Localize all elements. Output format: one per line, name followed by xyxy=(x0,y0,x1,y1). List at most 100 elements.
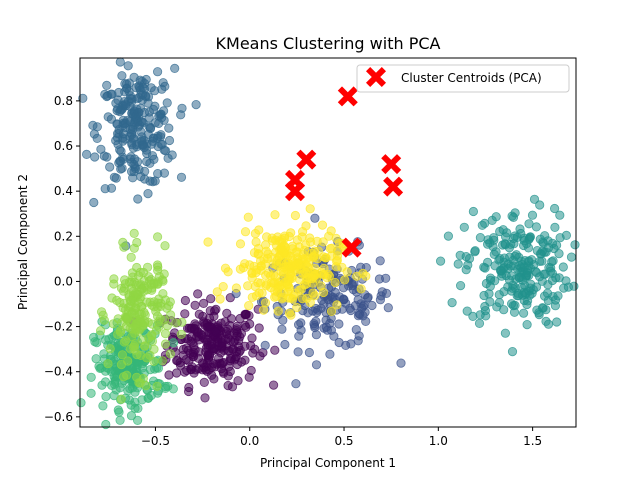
scatter-point-cluster-5 xyxy=(129,228,139,238)
scatter-point-cluster-5 xyxy=(147,330,157,340)
scatter-point-cluster-3 xyxy=(499,305,509,315)
scatter-point-cluster-3 xyxy=(522,319,532,330)
scatter-point-cluster-3 xyxy=(549,203,560,214)
scatter-point-cluster-0 xyxy=(245,319,255,329)
scatter-point-cluster-5 xyxy=(123,306,134,316)
scatter-point-cluster-6 xyxy=(318,237,328,247)
scatter-point-cluster-5 xyxy=(123,356,133,366)
scatter-point-cluster-5 xyxy=(109,274,119,284)
centroid-marker xyxy=(381,154,402,175)
scatter-point-cluster-0 xyxy=(185,348,195,358)
scatter-point-cluster-2 xyxy=(147,139,157,149)
scatter-point-cluster-3 xyxy=(481,278,491,289)
scatter-point-cluster-3 xyxy=(480,305,490,316)
scatter-point-cluster-4 xyxy=(133,403,143,413)
scatter-point-cluster-2 xyxy=(121,101,131,111)
scatter-point-cluster-5 xyxy=(105,344,115,354)
scatter-point-cluster-2 xyxy=(164,135,175,146)
scatter-point-cluster-6 xyxy=(235,239,246,249)
scatter-point-cluster-2 xyxy=(127,166,137,177)
scatter-point-cluster-1 xyxy=(341,340,351,350)
plot-area-frame xyxy=(79,57,577,428)
scatter-point-cluster-3 xyxy=(566,252,577,262)
y-axis-ticks: −0.6 −0.4 −0.2 0.0 0.2 0.4 0.6 0.8 xyxy=(44,94,80,424)
scatter-point-cluster-5 xyxy=(149,344,159,354)
scatter-point-cluster-3 xyxy=(501,270,511,281)
scatter-point-cluster-6 xyxy=(295,275,305,285)
scatter-point-cluster-6 xyxy=(220,263,231,273)
scatter-point-cluster-2 xyxy=(139,84,150,94)
scatter-point-cluster-0 xyxy=(240,309,250,319)
scatter-point-cluster-3 xyxy=(550,222,560,232)
scatter-point-cluster-3 xyxy=(552,317,562,327)
scatter-point-cluster-5 xyxy=(118,286,129,296)
scatter-point-cluster-3 xyxy=(468,311,478,321)
scatter-point-cluster-2 xyxy=(124,86,134,97)
scatter-point-cluster-4 xyxy=(90,337,100,347)
scatter-point-cluster-5 xyxy=(117,350,128,360)
scatter-point-cluster-6 xyxy=(316,281,326,291)
scatter-point-cluster-5 xyxy=(153,302,163,312)
scatter-point-cluster-0 xyxy=(220,317,230,327)
scatter-point-cluster-1 xyxy=(303,308,313,318)
scatter-point-cluster-3 xyxy=(470,246,480,256)
scatter-point-cluster-3 xyxy=(531,222,542,232)
scatter-point-cluster-1 xyxy=(277,324,287,334)
scatter-point-cluster-2 xyxy=(123,61,133,71)
scatter-point-cluster-6 xyxy=(260,240,271,250)
scatter-point-cluster-5 xyxy=(132,349,142,360)
scatter-point-cluster-4 xyxy=(91,354,101,364)
x-axis-ticks: −0.5 0.0 0.5 1.0 1.5 xyxy=(141,427,542,448)
legend-label: Cluster Centroids (PCA) xyxy=(401,71,542,85)
scatter-point-cluster-6 xyxy=(218,281,228,292)
scatter-point-cluster-0 xyxy=(227,382,238,392)
scatter-point-cluster-2 xyxy=(113,104,123,114)
scatter-point-cluster-2 xyxy=(112,119,123,129)
legend-box xyxy=(356,64,570,93)
scatter-point-cluster-6 xyxy=(283,293,293,303)
scatter-point-cluster-0 xyxy=(202,322,212,332)
scatter-point-cluster-5 xyxy=(134,271,144,281)
scatter-point-cluster-3 xyxy=(479,262,489,272)
scatter-point-cluster-5 xyxy=(127,331,137,342)
scatter-point-cluster-4 xyxy=(96,363,106,373)
scatter-point-cluster-4 xyxy=(123,386,133,396)
scatter-point-cluster-0 xyxy=(231,325,242,336)
scatter-point-cluster-6 xyxy=(295,264,305,274)
scatter-point-cluster-3 xyxy=(507,346,518,357)
scatter-point-cluster-3 xyxy=(537,246,548,256)
scatter-point-cluster-3 xyxy=(500,328,510,338)
scatter-point-cluster-2 xyxy=(143,189,153,199)
scatter-point-cluster-5 xyxy=(153,232,163,242)
scatter-point-cluster-6 xyxy=(326,306,337,316)
scatter-point-cluster-6 xyxy=(309,246,320,256)
scatter-point-cluster-2 xyxy=(159,145,169,155)
scatter-point-cluster-2 xyxy=(176,110,186,120)
scatter-point-cluster-2 xyxy=(105,162,115,172)
scatter-point-cluster-1 xyxy=(325,349,335,359)
scatter-point-cluster-3 xyxy=(549,243,559,254)
scatter-point-cluster-6 xyxy=(247,292,257,302)
scatter-point-cluster-1 xyxy=(383,303,393,313)
centroid-marker xyxy=(337,86,358,107)
scatter-point-cluster-6 xyxy=(255,278,266,288)
scatter-point-cluster-0 xyxy=(191,365,201,375)
scatter-point-cluster-0 xyxy=(206,294,216,304)
scatter-point-cluster-5 xyxy=(157,275,167,285)
scatter-point-cluster-3 xyxy=(495,226,505,237)
scatter-point-cluster-3 xyxy=(527,210,538,220)
scatter-point-cluster-6 xyxy=(278,267,288,277)
scatter-point-cluster-3 xyxy=(543,295,553,306)
scatter-point-cluster-2 xyxy=(157,84,167,94)
scatter-point-cluster-3 xyxy=(518,275,528,285)
centroid-marker xyxy=(383,176,404,197)
scatter-point-cluster-6 xyxy=(340,275,350,285)
scatter-point-cluster-0 xyxy=(182,365,192,376)
legend: Cluster Centroids (PCA) xyxy=(356,64,570,93)
scatter-point-cluster-6 xyxy=(286,228,296,238)
scatter-point-cluster-5 xyxy=(129,340,139,351)
scatter-point-cluster-5 xyxy=(160,328,171,339)
scatter-point-cluster-4 xyxy=(110,377,120,387)
scatter-point-cluster-0 xyxy=(173,356,183,366)
scatter-point-cluster-3 xyxy=(525,232,536,242)
